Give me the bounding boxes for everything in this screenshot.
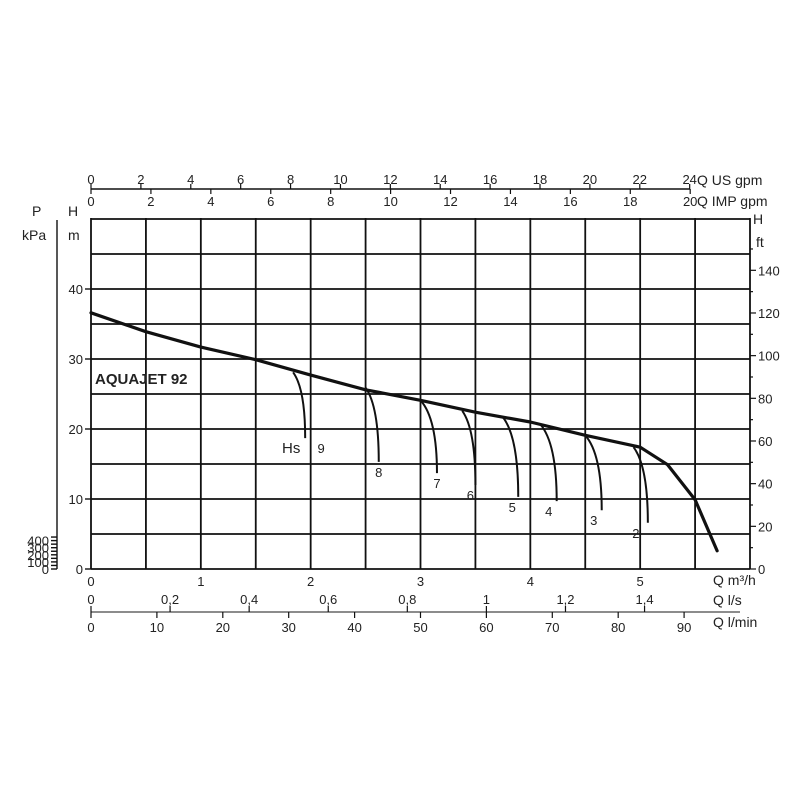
suction-curve-6 <box>461 410 477 486</box>
us-gpm-tick-label: 0 <box>87 172 94 187</box>
ls-tick-label: 0 <box>87 592 94 607</box>
ft-tick-label: 40 <box>758 477 772 492</box>
h-m-axis-label-top: H <box>68 203 78 219</box>
m3h-tick-label: 3 <box>417 574 424 589</box>
us-gpm-tick-label: 24 <box>682 172 696 187</box>
chart-title: AQUAJET 92 <box>95 371 188 388</box>
h-m-tick-label: 20 <box>69 422 83 437</box>
suction-curve-label: 3 <box>590 513 597 528</box>
suction-curve-9 <box>292 371 307 439</box>
imp-gpm-tick-label: 14 <box>503 194 517 209</box>
kpa-axis-label-top: P <box>32 203 41 219</box>
kpa-tick-label: 0 <box>42 562 49 577</box>
suction-curve-7 <box>419 399 438 474</box>
suction-curve-label: 7 <box>433 476 440 491</box>
ft-tick-label: 120 <box>758 306 780 321</box>
ls-tick-label: 1,2 <box>556 592 574 607</box>
imp-gpm-axis-label: Q IMP gpm <box>697 193 768 209</box>
ls-tick-label: 1,4 <box>636 592 654 607</box>
suction-curve-label: 5 <box>509 500 516 515</box>
us-gpm-tick-label: 18 <box>533 172 547 187</box>
ft-tick-label: 60 <box>758 434 772 449</box>
lmin-tick-label: 20 <box>216 620 230 635</box>
suction-curve-8 <box>364 387 380 462</box>
head-flow-curve <box>89 311 719 553</box>
suction-curve-label: 9 <box>318 441 325 456</box>
m3h-tick-label: 5 <box>637 574 644 589</box>
h-m-tick-label: 10 <box>69 492 83 507</box>
h-m-tick-label: 30 <box>69 352 83 367</box>
us-gpm-tick-label: 12 <box>383 172 397 187</box>
imp-gpm-tick-label: 4 <box>207 194 214 209</box>
us-gpm-tick-label: 22 <box>633 172 647 187</box>
imp-gpm-tick-label: 2 <box>147 194 154 209</box>
lmin-tick-label: 40 <box>347 620 361 635</box>
kpa-tick-label: 100 <box>27 555 49 570</box>
lmin-tick-label: 90 <box>677 620 691 635</box>
lmin-tick-label: 60 <box>479 620 493 635</box>
h-m-tick-label: 40 <box>69 282 83 297</box>
imp-gpm-tick-label: 8 <box>327 194 334 209</box>
kpa-tick-label: 300 <box>27 541 49 556</box>
imp-gpm-tick-label: 20 <box>683 194 697 209</box>
us-gpm-tick-label: 16 <box>483 172 497 187</box>
suction-curve-5 <box>502 416 520 497</box>
us-gpm-tick-label: 8 <box>287 172 294 187</box>
us-gpm-tick-label: 2 <box>137 172 144 187</box>
m3h-tick-label: 1 <box>197 574 204 589</box>
imp-gpm-tick-label: 10 <box>383 194 397 209</box>
us-gpm-tick-label: 4 <box>187 172 194 187</box>
imp-gpm-tick-label: 0 <box>87 194 94 209</box>
imp-gpm-tick-label: 18 <box>623 194 637 209</box>
suction-curve-label: 2 <box>632 526 639 541</box>
suction-curve-3 <box>584 434 603 511</box>
ls-tick-label: 1 <box>483 592 490 607</box>
us-gpm-axis-label: Q US gpm <box>697 172 762 188</box>
ft-tick-label: 140 <box>758 263 780 278</box>
m3h-axis-label: Q m³/h <box>713 572 756 588</box>
suction-curve-label: 8 <box>375 465 382 480</box>
m3h-tick-label: 0 <box>87 574 94 589</box>
ls-tick-label: 0,2 <box>161 592 179 607</box>
kpa-tick-label: 200 <box>27 548 49 563</box>
ft-tick-label: 0 <box>758 562 765 577</box>
m3h-tick-label: 4 <box>527 574 534 589</box>
ls-tick-label: 0,4 <box>240 592 258 607</box>
imp-gpm-tick-label: 12 <box>443 194 457 209</box>
imp-gpm-tick-label: 16 <box>563 194 577 209</box>
lmin-axis-label: Q l/min <box>713 614 757 630</box>
us-gpm-tick-label: 20 <box>583 172 597 187</box>
suction-head-label: Hs <box>282 440 300 457</box>
ls-axis-label: Q l/s <box>713 592 742 608</box>
lmin-tick-label: 70 <box>545 620 559 635</box>
ft-tick-label: 80 <box>758 391 772 406</box>
lmin-tick-label: 10 <box>150 620 164 635</box>
suction-curve-4 <box>539 423 558 502</box>
suction-curve-2 <box>632 446 649 523</box>
lmin-tick-label: 30 <box>281 620 295 635</box>
ls-tick-label: 0,6 <box>319 592 337 607</box>
h-ft-axis-label-top: H <box>753 211 763 227</box>
us-gpm-tick-label: 14 <box>433 172 447 187</box>
m3h-tick-label: 2 <box>307 574 314 589</box>
us-gpm-tick-label: 6 <box>237 172 244 187</box>
suction-curve-label: 4 <box>545 504 552 519</box>
h-m-tick-label: 0 <box>76 562 83 577</box>
kpa-tick-label: 400 <box>27 534 49 549</box>
imp-gpm-tick-label: 6 <box>267 194 274 209</box>
ls-tick-label: 0,8 <box>398 592 416 607</box>
us-gpm-tick-label: 10 <box>333 172 347 187</box>
suction-curve-label: 6 <box>467 488 474 503</box>
ft-tick-label: 20 <box>758 519 772 534</box>
lmin-tick-label: 80 <box>611 620 625 635</box>
lmin-tick-label: 0 <box>87 620 94 635</box>
ft-tick-label: 100 <box>758 349 780 364</box>
h-ft-axis-label-unit: ft <box>756 234 764 250</box>
kpa-axis-label-unit: kPa <box>22 227 46 243</box>
lmin-tick-label: 50 <box>413 620 427 635</box>
h-m-axis-label-unit: m <box>68 227 80 243</box>
